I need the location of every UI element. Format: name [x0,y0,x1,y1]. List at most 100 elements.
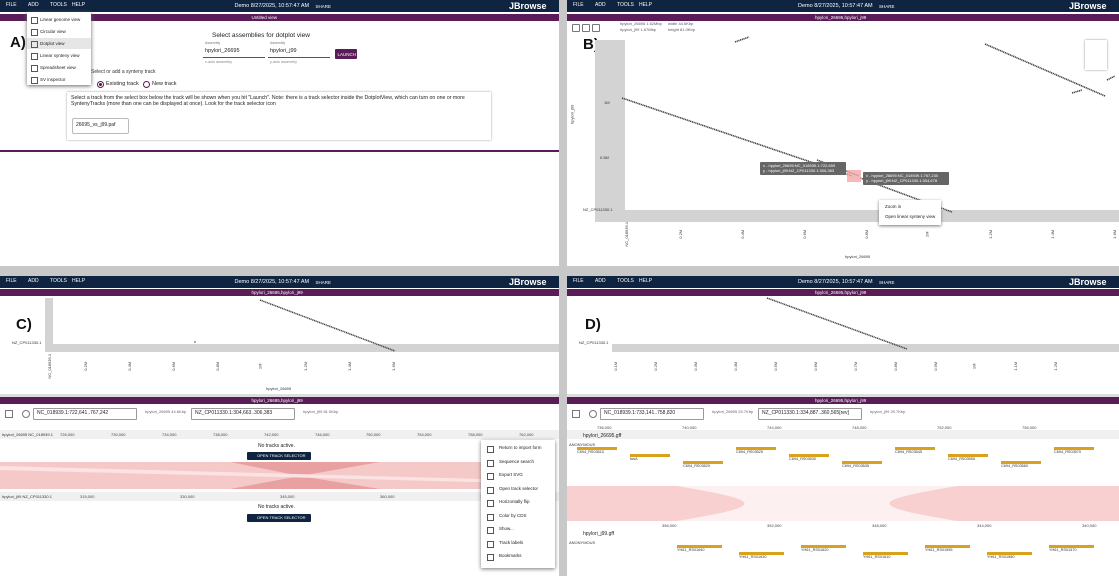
add-menu-item[interactable]: Linear genome view [27,14,91,25]
menu-item[interactable]: Sequence search [499,458,535,464]
x-tick-label: 1.6M [1112,229,1118,239]
menu-icon[interactable] [487,554,494,561]
app-bar: FILE ADD TOOLS HELP Demo 8/27/2025, 10:57:47… [0,0,559,12]
share-button[interactable]: SHARE [315,279,332,285]
zoom-control[interactable] [1085,40,1107,70]
session-name: Demo 8/27/2025, 10:57:47 AM [798,3,873,9]
menu-item[interactable]: HELP [639,2,653,8]
menu-item[interactable]: HELP [639,278,653,284]
gene-glyph [895,447,935,450]
menu-icon[interactable] [572,410,580,418]
ruler-label: 738,000 [213,432,228,437]
menu-item[interactable]: Color by CDS [499,512,527,518]
menu-item[interactable]: ADD [28,278,39,284]
menu-item[interactable]: FILE [573,2,584,8]
heading: Select assemblies for dotplot view [212,32,310,39]
ruler-label: 356,000 [662,523,677,528]
menu-item[interactable]: Zoom in [885,204,902,209]
menu-item[interactable]: FILE [6,2,17,8]
menu-item[interactable]: TOOLS [50,2,67,8]
menu-item[interactable]: Bookmarks [499,553,522,558]
share-button[interactable]: SHARE [879,279,895,285]
tooltip: x - hpylori_26695:NC_018939.1:722,659 y -… [760,162,846,175]
toolbar-icon[interactable] [572,24,580,32]
select-value: 26695_vs_j99.paf [76,122,116,128]
menu-item[interactable]: Show... [499,526,514,531]
location: NC_018939.1:733,141..758,820 [604,410,676,416]
add-menu-item[interactable]: Spreadsheet view [27,62,91,73]
menu-item[interactable]: Return to import form [499,445,542,450]
menu-icon[interactable] [487,513,494,521]
menu-item[interactable]: TOOLS [50,278,67,284]
search-icon[interactable] [589,410,597,418]
menu-item[interactable]: TOOLS [617,2,634,8]
gene-glyph [630,454,670,457]
ref-label: ANONYMOUS [569,540,596,545]
menu-item[interactable]: Open linear synteny view [885,214,936,219]
menu-item[interactable]: FILE [6,278,17,284]
open-track-selector[interactable]: OPEN TRACK SELECTOR [247,514,311,522]
location-input[interactable]: NZ_CP011330.1:334,887..360,565[rev] [758,408,862,420]
menu-item[interactable]: Open track selector [499,485,539,491]
x-tick-label: 1.1M [1013,361,1019,371]
add-menu-item[interactable]: Dotplot view [27,38,91,49]
ruler-label: 756,000 [1022,425,1037,430]
menu-item[interactable]: HELP [72,278,86,284]
assembly-select[interactable]: hpylori_j99 [268,45,330,58]
assembly-select[interactable]: hpylori_26695 [203,45,265,58]
radio[interactable] [143,81,150,88]
view-info: hpylori_j99 1.67Mbp [620,27,657,32]
menu-icon [31,53,38,60]
toolbar-icon[interactable] [582,24,590,32]
add-menu: Linear genome view Circular view Dotplot v… [27,12,91,85]
search-icon[interactable] [22,410,30,418]
add-menu-item[interactable]: Circular view [27,26,91,37]
menu-item[interactable]: ADD [28,2,39,8]
synteny-stripe [0,466,555,484]
location-input[interactable]: NC_018939.1:733,141..758,820 [600,408,704,420]
menu-icon[interactable] [487,459,494,467]
view-title: hpylori_26695,hpylori_j99 [815,15,867,20]
menu-item[interactable]: TOOLS [617,278,634,284]
panel-d: FILE ADD TOOLS HELP Demo 8/27/2025, 10:57:47… [567,276,1119,576]
ruler-label: 762,000 [519,432,534,437]
menu-icon[interactable] [487,527,494,534]
ruler-label: 348,000 [872,523,887,528]
menu-item[interactable]: Horizontally flip [499,499,530,504]
add-menu-item[interactable]: Linear synteny view [27,50,91,61]
x-tick-label: 0.2M [678,229,684,239]
x-tick-label: 0.7M [853,361,859,371]
toolbar-icon[interactable] [592,24,600,32]
menu-icon[interactable] [487,446,494,453]
menu-icon[interactable] [487,540,494,548]
menu-item[interactable]: Export SVG [499,472,523,477]
select-value: hpylori_26695 [205,48,240,54]
menu-item[interactable]: Track labels [499,539,524,545]
track-select[interactable]: 26695_vs_j99.paf [72,118,129,134]
ruler-label: 736,000 [597,425,612,430]
share-button[interactable]: SHARE [315,3,332,9]
open-track-selector[interactable]: OPEN TRACK SELECTOR [247,452,311,460]
gene-glyph [948,454,988,457]
location-input[interactable]: NZ_CP011330.1:304,663..306,383 [191,408,295,420]
launch-button[interactable]: LAUNCH [335,49,357,59]
share-button[interactable]: SHARE [879,3,895,9]
menu-icon[interactable] [487,500,494,507]
button-label: OPEN TRACK SELECTOR [257,514,306,520]
alignment [766,297,908,350]
ruler-label: 340,000 [1082,523,1097,528]
location-input[interactable]: NC_018939.1:722,641..767,242 [33,408,137,420]
add-menu-item[interactable]: SV inspector [27,74,91,85]
empty-message: No tracks active. [258,504,295,510]
radio[interactable] [97,81,104,88]
menu-icon[interactable] [5,410,13,418]
menu-item[interactable]: HELP [72,2,86,8]
menu-item[interactable]: ADD [595,2,606,8]
view-title-bar: hpylori_26695,hpylori_j99 [567,397,1119,404]
menu-item[interactable]: FILE [573,278,584,284]
menu-icon[interactable] [487,473,494,480]
menu-icon[interactable] [487,486,494,494]
x-tick-label: 0.4M [740,229,746,239]
menu-item[interactable]: ADD [595,278,606,284]
session-name: Demo 8/27/2025, 10:57:47 AM [234,279,310,285]
